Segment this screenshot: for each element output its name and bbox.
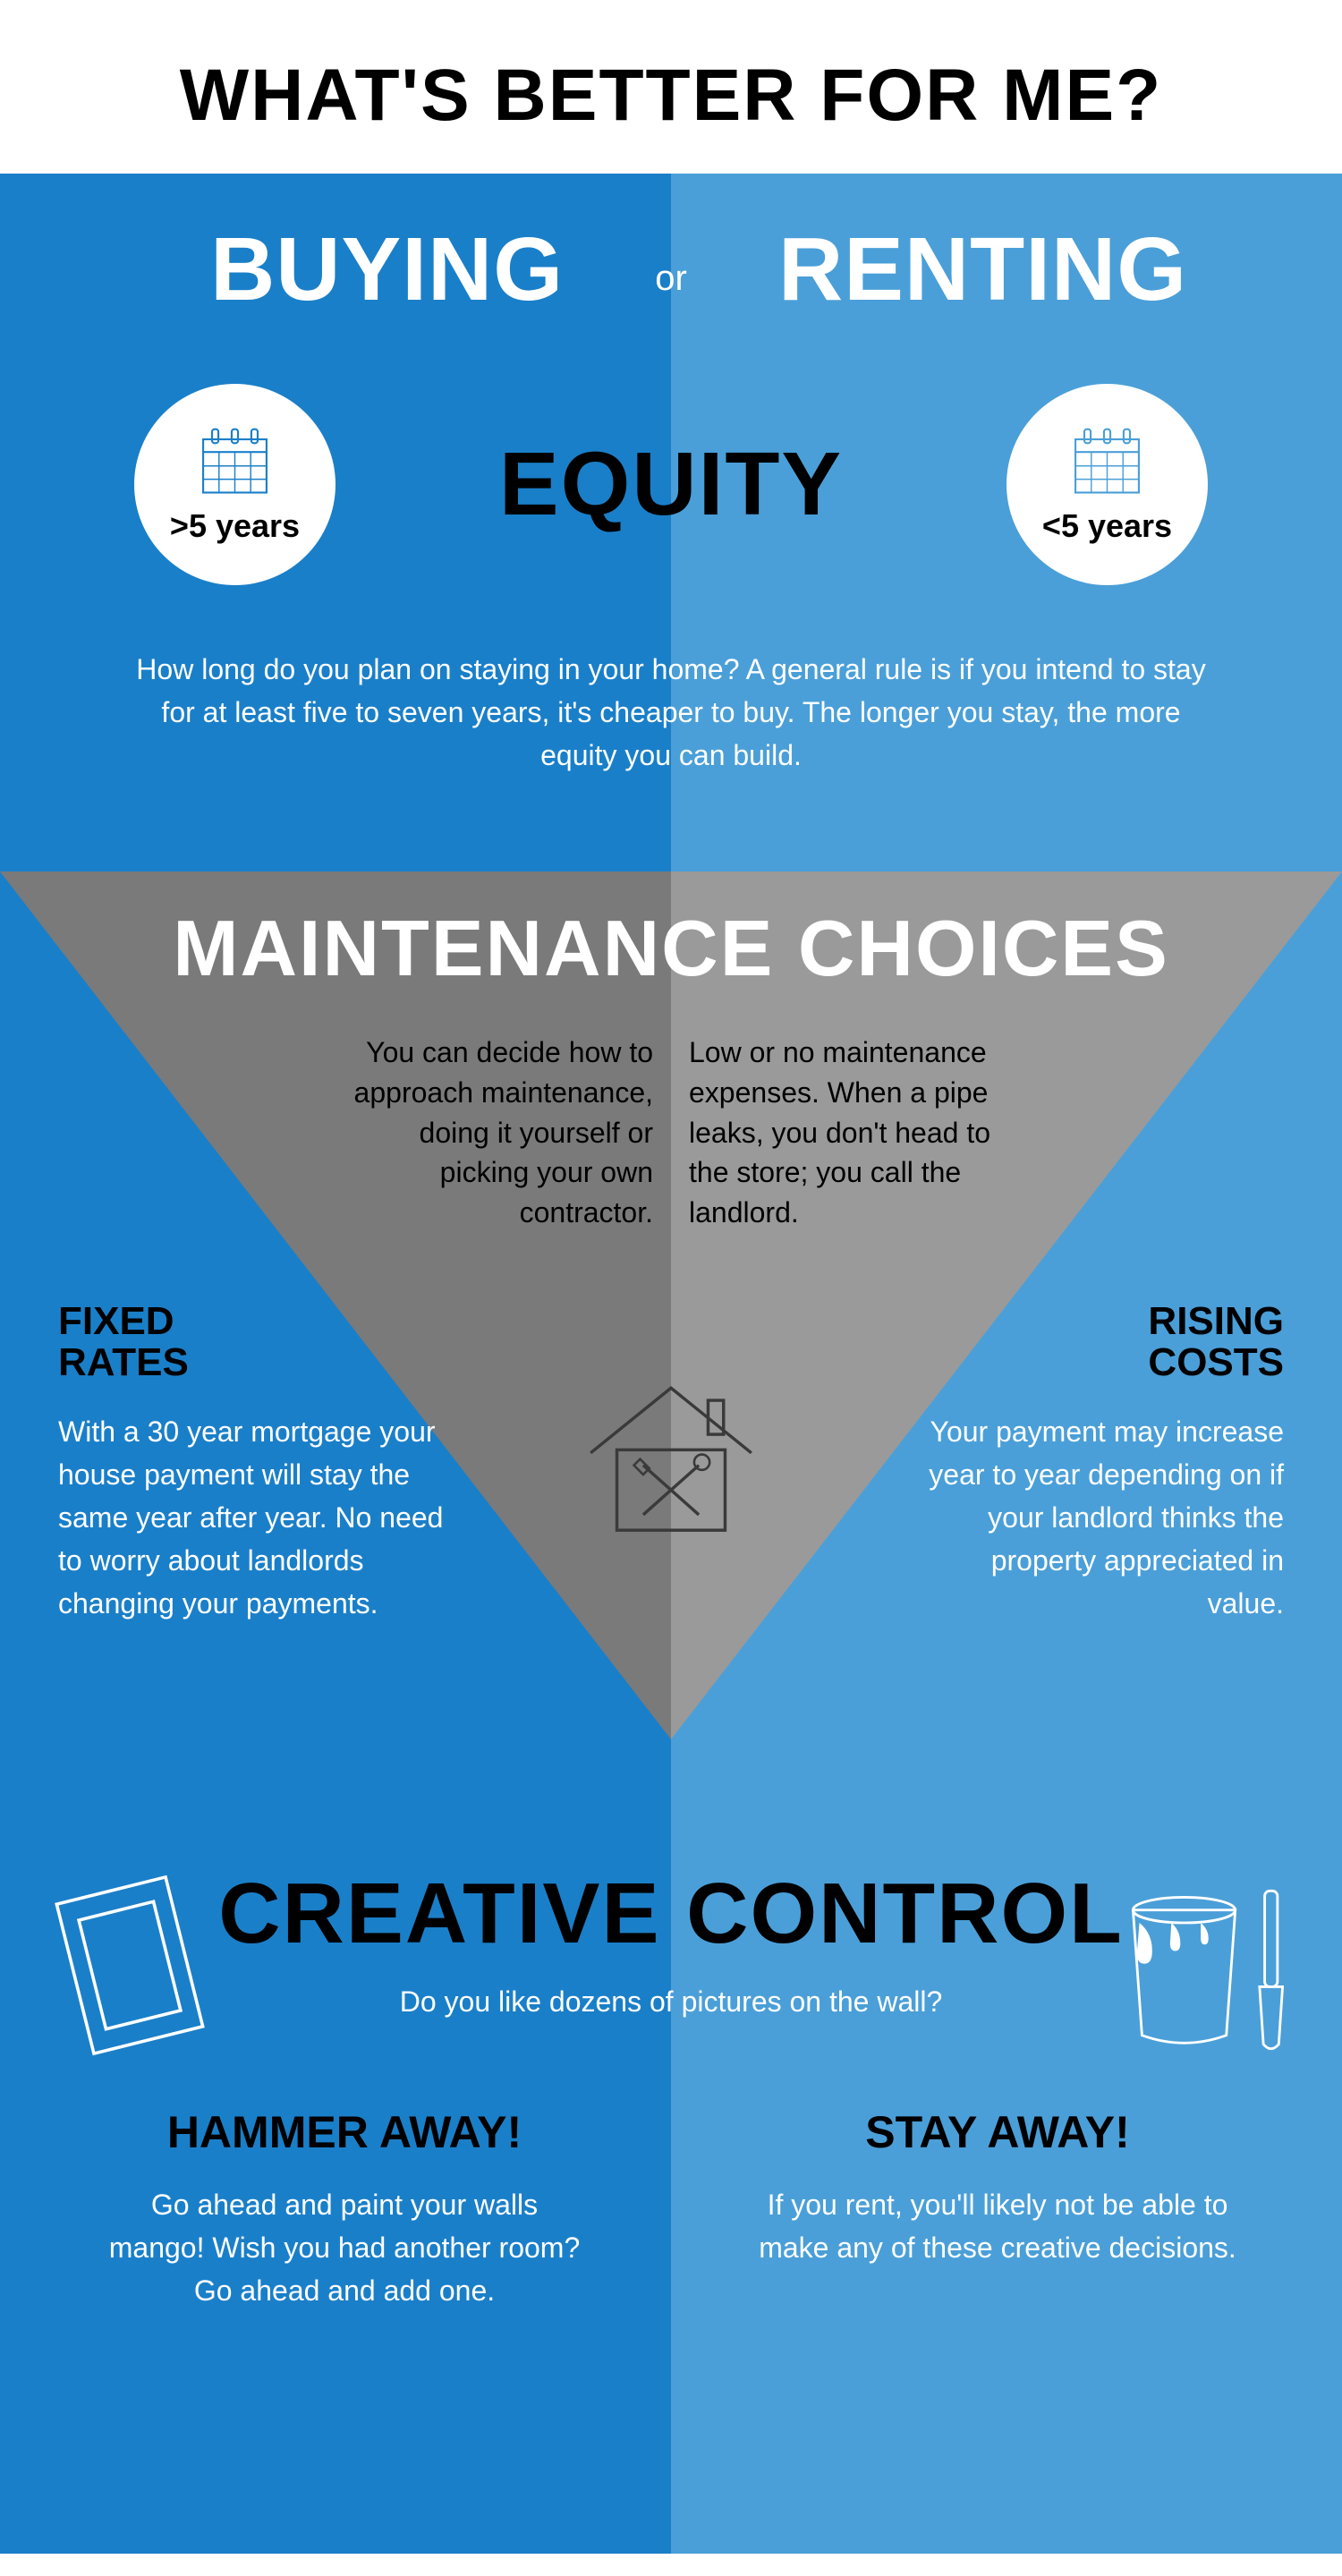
hammer-away-heading: HAMMER AWAY! [103,2106,586,2158]
maintenance-title: MAINTENANCE CHOICES [173,903,1169,994]
equity-body: How long do you plan on staying in your … [134,648,1208,777]
stay-away-block: STAY AWAY! If you rent, you'll likely no… [756,2106,1239,2269]
fixed-rates-heading: FIXED RATES [58,1301,452,1383]
infographic-container: WHAT'S BETTER FOR ME? BUYING >5 year [0,0,1342,2554]
years-text-buying: >5 years [170,507,300,545]
fixed-rates-body: With a 30 year mortgage your house payme… [58,1410,452,1625]
main-title: WHAT'S BETTER FOR ME? [0,54,1342,138]
renting-heading: RENTING [778,218,1187,321]
buying-heading: BUYING [210,218,564,321]
calendar-icon [1069,424,1145,500]
calendar-icon [197,424,273,500]
equity-section: BUYING >5 years RENTING [0,174,1342,871]
hammer-away-block: HAMMER AWAY! Go ahead and paint your wal… [103,2106,586,2312]
creative-section: CREATIVE CONTROL Do you like dozens of p… [0,1793,1342,2554]
stay-away-body: If you rent, you'll likely not be able t… [756,2183,1239,2269]
years-text-renting: <5 years [1042,507,1172,545]
rising-costs-body: Your payment may increase year to year d… [926,1410,1284,1625]
fixed-rates-block: FIXED RATES With a 30 year mortgage your… [58,1301,452,1625]
rising-costs-heading: RISING COSTS [926,1301,1284,1383]
years-circle-buying: >5 years [134,384,336,585]
rising-costs-block: RISING COSTS Your payment may increase y… [926,1301,1284,1625]
header-section: WHAT'S BETTER FOR ME? [0,0,1342,174]
hammer-away-body: Go ahead and paint your walls mango! Wis… [103,2183,586,2312]
maintenance-buying-text: You can decide how to approach maintenan… [340,1033,653,1233]
creative-subtitle: Do you like dozens of pictures on the wa… [400,1985,943,2019]
years-circle-renting: <5 years [1007,384,1208,585]
picture-frame-icon [49,1869,210,2062]
stay-away-heading: STAY AWAY! [756,2106,1239,2158]
maintenance-section: MAINTENANCE CHOICES You can decide how t… [0,871,1342,1793]
maintenance-renting-text: Low or no maintenance expenses. When a p… [689,1033,1002,1233]
house-tools-icon [577,1373,765,1543]
paint-bucket-brush-icon [1114,1869,1293,2066]
creative-title: CREATIVE CONTROL [218,1865,1124,1963]
or-label: or [655,259,687,299]
equity-title: EQUITY [499,433,843,536]
